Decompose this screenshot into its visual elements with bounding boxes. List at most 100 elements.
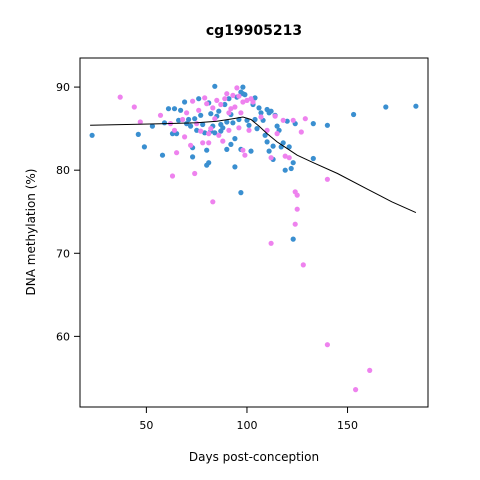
x-axis-label: Days post-conception xyxy=(189,450,319,464)
data-point-s1-39 xyxy=(236,125,242,131)
data-point-s1-61 xyxy=(294,206,300,212)
data-point-s1-47 xyxy=(250,99,256,105)
data-point-s1-25 xyxy=(212,116,218,122)
data-point-s1-68 xyxy=(367,367,373,373)
y-axis-label: DNA methylation (%) xyxy=(24,169,38,296)
data-point-s0-87 xyxy=(324,122,330,128)
data-point-s1-40 xyxy=(238,110,244,116)
data-point-s0-62 xyxy=(256,105,262,111)
data-point-s0-88 xyxy=(351,111,357,118)
data-point-s1-22 xyxy=(208,126,214,132)
data-point-s0-59 xyxy=(252,95,258,101)
data-point-s1-6 xyxy=(171,127,178,133)
data-point-s0-41 xyxy=(226,96,232,102)
data-point-s1-18 xyxy=(202,95,208,101)
data-point-s0-5 xyxy=(161,120,168,126)
y-tick-label-90: 90 xyxy=(56,81,70,94)
data-point-s0-22 xyxy=(200,121,206,128)
data-point-s0-38 xyxy=(222,101,228,108)
data-point-s1-60 xyxy=(294,192,300,198)
data-point-s1-55 xyxy=(282,153,288,159)
data-point-s1-12 xyxy=(190,98,196,104)
data-point-s1-42 xyxy=(240,99,246,105)
data-point-s1-49 xyxy=(264,127,270,133)
data-point-s1-56 xyxy=(286,155,292,161)
data-point-s0-79 xyxy=(284,118,290,124)
data-point-s0-8 xyxy=(171,106,178,112)
data-point-s0-60 xyxy=(252,116,258,123)
data-point-s0-78 xyxy=(282,167,288,173)
data-point-s0-54 xyxy=(242,92,248,98)
data-point-s0-1 xyxy=(135,131,141,137)
data-point-s0-86 xyxy=(310,155,316,162)
data-point-s1-3 xyxy=(157,112,164,118)
data-point-s0-10 xyxy=(176,117,182,123)
data-point-s1-10 xyxy=(184,110,190,116)
x-tick-label-50: 50 xyxy=(139,419,153,432)
data-point-s1-28 xyxy=(218,101,224,108)
data-point-s0-81 xyxy=(288,165,294,172)
data-point-s1-67 xyxy=(353,387,359,393)
data-point-s1-30 xyxy=(222,96,228,102)
data-point-s0-34 xyxy=(216,108,222,114)
data-point-s0-19 xyxy=(194,127,200,133)
data-point-s0-37 xyxy=(220,125,226,131)
data-point-s1-17 xyxy=(200,140,206,146)
data-point-s0-32 xyxy=(212,130,218,136)
x-tick-label-150: 150 xyxy=(337,419,358,432)
data-point-s1-38 xyxy=(236,93,242,99)
data-point-s1-23 xyxy=(210,199,216,205)
x-axis: 50 100 150 xyxy=(139,407,358,432)
data-point-s1-7 xyxy=(174,150,180,156)
data-point-s0-44 xyxy=(230,120,236,126)
data-point-s1-54 xyxy=(280,117,286,123)
data-point-s1-11 xyxy=(188,142,194,148)
data-point-s0-15 xyxy=(188,123,194,129)
data-point-s1-21 xyxy=(206,140,212,146)
data-point-s0-4 xyxy=(159,152,166,158)
data-point-s1-32 xyxy=(226,127,232,133)
data-point-s0-29 xyxy=(208,111,214,117)
data-point-s1-26 xyxy=(214,97,220,103)
data-point-s0-43 xyxy=(228,141,234,147)
data-point-s0-65 xyxy=(262,132,268,138)
data-point-s0-80 xyxy=(286,144,292,150)
data-point-s1-57 xyxy=(290,117,296,123)
data-point-s0-20 xyxy=(196,96,202,102)
data-point-s1-35 xyxy=(230,92,236,98)
data-point-s0-21 xyxy=(198,112,204,118)
x-tick-label-100: 100 xyxy=(236,419,257,432)
data-point-s1-65 xyxy=(324,176,330,182)
data-point-s0-11 xyxy=(178,107,184,113)
data-point-s1-43 xyxy=(242,152,248,158)
data-point-s1-19 xyxy=(204,101,210,107)
trend-line xyxy=(90,116,417,214)
data-point-s0-63 xyxy=(258,110,264,116)
data-point-s0-67 xyxy=(264,139,270,145)
data-point-s1-37 xyxy=(234,85,240,91)
data-point-s1-36 xyxy=(232,104,238,110)
data-point-s0-12 xyxy=(182,99,188,105)
data-point-s1-33 xyxy=(226,110,232,116)
data-point-s1-34 xyxy=(228,106,234,112)
data-point-s1-66 xyxy=(324,342,330,348)
plot-area xyxy=(89,83,419,393)
data-point-s0-89 xyxy=(383,104,389,110)
data-point-s1-63 xyxy=(300,262,306,268)
data-point-s0-14 xyxy=(186,116,192,123)
data-point-s0-6 xyxy=(165,106,172,112)
y-tick-label-60: 60 xyxy=(56,330,70,343)
data-point-s1-13 xyxy=(192,170,198,177)
data-point-s1-9 xyxy=(182,134,188,140)
data-point-s1-52 xyxy=(272,113,278,119)
data-point-s1-31 xyxy=(224,91,230,97)
data-point-s0-24 xyxy=(204,147,210,153)
data-point-s1-62 xyxy=(298,129,304,135)
data-point-s1-1 xyxy=(131,104,137,110)
data-point-s0-82 xyxy=(290,160,296,166)
data-point-s0-45 xyxy=(232,136,238,142)
chart-title: cg19905213 xyxy=(206,23,302,39)
data-point-s1-44 xyxy=(244,97,250,103)
data-point-s1-5 xyxy=(169,173,176,179)
